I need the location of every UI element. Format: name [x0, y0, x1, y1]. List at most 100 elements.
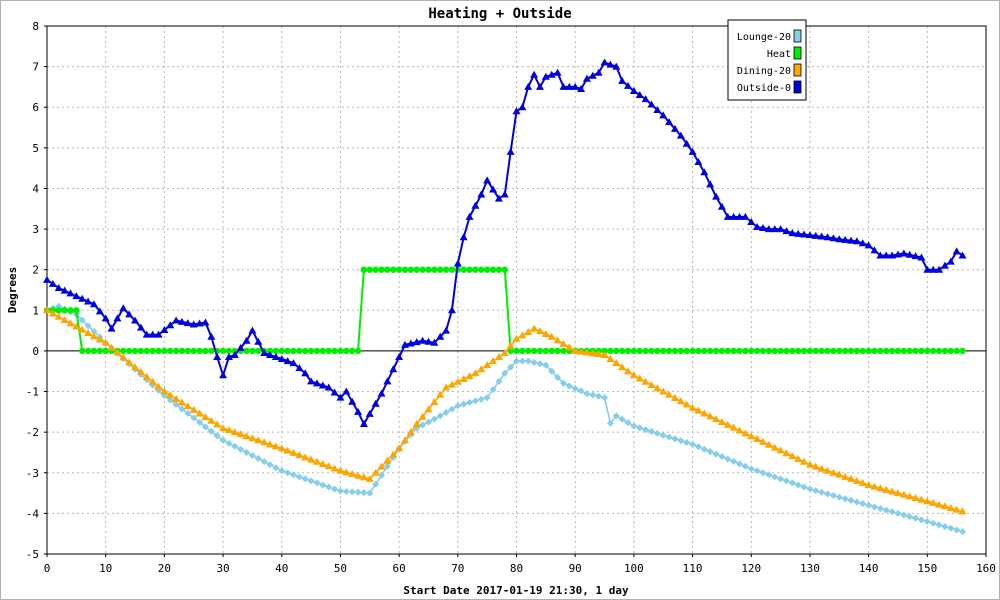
series-lounge-20-marker [501, 369, 509, 377]
series-lounge-20-marker [313, 479, 321, 487]
series-outside-0-marker [541, 72, 550, 80]
series-dining-20-marker [817, 464, 826, 472]
series-lounge-20-marker [700, 445, 708, 453]
series-outside-0-marker [342, 387, 351, 395]
series-heat-marker [888, 347, 896, 355]
series-outside-0-marker [383, 377, 392, 385]
series-dining-20-marker [465, 372, 474, 380]
series-dining-20-marker [647, 381, 656, 389]
legend: Lounge-20 Heat Dining-20 Outside-0 [727, 19, 807, 101]
series-outside-0-marker [301, 369, 310, 377]
series-heat-marker [947, 347, 954, 355]
series-heat-marker [401, 266, 409, 273]
series-dining-20-marker [436, 390, 445, 398]
series-heat-marker [149, 347, 156, 355]
series-heat-marker [219, 347, 227, 355]
series-heat-marker [507, 347, 514, 355]
series-lounge-20-marker [794, 481, 802, 489]
series-dining-20-marker [500, 348, 509, 356]
series-heat-marker [73, 307, 80, 314]
series-dining-20-marker [541, 330, 550, 337]
series-dining-20-marker [758, 437, 767, 445]
x-axis-label: Start Date 2017-01-19 21:30, 1 day [403, 584, 629, 597]
series-outside-0-marker [119, 304, 128, 312]
series-dining-20-marker [418, 412, 427, 420]
series-outside-0-marker [66, 289, 75, 297]
series-dining-20-marker [794, 454, 803, 462]
series-heat-marker [701, 347, 708, 355]
series-dining-20-marker [154, 382, 163, 390]
series-outside-0-marker [524, 82, 533, 90]
series-outside-0-marker [852, 237, 861, 245]
series-lounge-20-marker [430, 415, 438, 423]
series-outside-0-marker [800, 230, 809, 238]
series-heat-marker [84, 347, 92, 355]
series-heat-marker [800, 347, 808, 355]
series-outside-0-marker [324, 383, 333, 391]
series-dining-20-marker [788, 452, 797, 460]
x-tick-label: 20 [158, 562, 171, 575]
series-dining-20-marker [136, 368, 145, 376]
series-heat-marker [900, 347, 908, 355]
series-dining-20-marker [113, 348, 122, 356]
series-heat-marker [125, 347, 133, 355]
series-lounge-20-marker [483, 394, 491, 402]
series-heat-marker [877, 347, 884, 355]
series-heat-marker [548, 347, 555, 355]
legend-item: Outside-0 [737, 80, 802, 94]
series-heat-marker [536, 347, 544, 355]
series-outside-0-marker [418, 336, 427, 344]
legend-label: Dining-20 [737, 66, 791, 77]
series-dining-20-marker [354, 471, 363, 479]
series-dining-20-marker [582, 348, 591, 356]
series-dining-20-marker [852, 476, 861, 484]
series-outside-0-marker [659, 111, 668, 119]
series-outside-0-marker [207, 332, 216, 340]
series-dining-20-marker [424, 405, 433, 413]
series-lounge-20-marker [266, 461, 274, 469]
series-lounge-20-marker [489, 386, 497, 394]
series-lounge-20-marker [436, 412, 444, 420]
series-dining-20-marker [107, 343, 116, 351]
series-dining-20-marker [242, 432, 251, 440]
series-dining-20-marker [219, 424, 228, 432]
series-heat-marker [660, 347, 667, 355]
series-heat-marker [894, 347, 902, 355]
series-outside-0-marker [706, 180, 715, 188]
series-heat-marker [190, 347, 197, 355]
series-dining-20-marker [471, 369, 480, 377]
series-lounge-20-marker [736, 460, 744, 468]
series-outside-0-marker [559, 82, 568, 90]
series-dining-20-marker [148, 377, 157, 385]
x-tick-label: 160 [976, 562, 996, 575]
series-outside-0-marker [412, 338, 421, 346]
series-outside-0-marker [60, 286, 69, 294]
series-heat-marker [431, 266, 438, 273]
series-heat-marker [172, 347, 180, 355]
series-dining-20-marker [571, 346, 580, 354]
series-dining-20-marker [295, 451, 304, 459]
series-dining-20-marker [893, 489, 902, 497]
series-heat-marker [120, 347, 127, 355]
series-outside-0-marker [459, 233, 468, 241]
series-heat-marker [654, 347, 661, 355]
series-lounge-20-marker [800, 483, 808, 491]
series-outside-0-marker [289, 359, 298, 367]
x-tick-label: 130 [800, 562, 820, 575]
x-tick-label: 90 [569, 562, 582, 575]
legend-item: Heat [767, 46, 802, 60]
series-outside-0-marker [131, 316, 140, 324]
series-lounge-20-marker [771, 473, 779, 481]
series-dining-20-marker [172, 394, 181, 402]
series-heat-marker [90, 347, 98, 355]
series-heat-marker [724, 347, 731, 355]
series-heat-marker [753, 347, 761, 355]
series-heat-marker [718, 347, 726, 355]
series-dining-20-marker [870, 482, 879, 490]
series-heat-marker [372, 266, 379, 273]
series-heat-marker [806, 347, 814, 355]
series-outside-0-marker [811, 231, 820, 239]
series-dining-20-marker [512, 334, 521, 342]
series-heat-marker [413, 266, 420, 273]
series-heat-marker [272, 347, 280, 355]
